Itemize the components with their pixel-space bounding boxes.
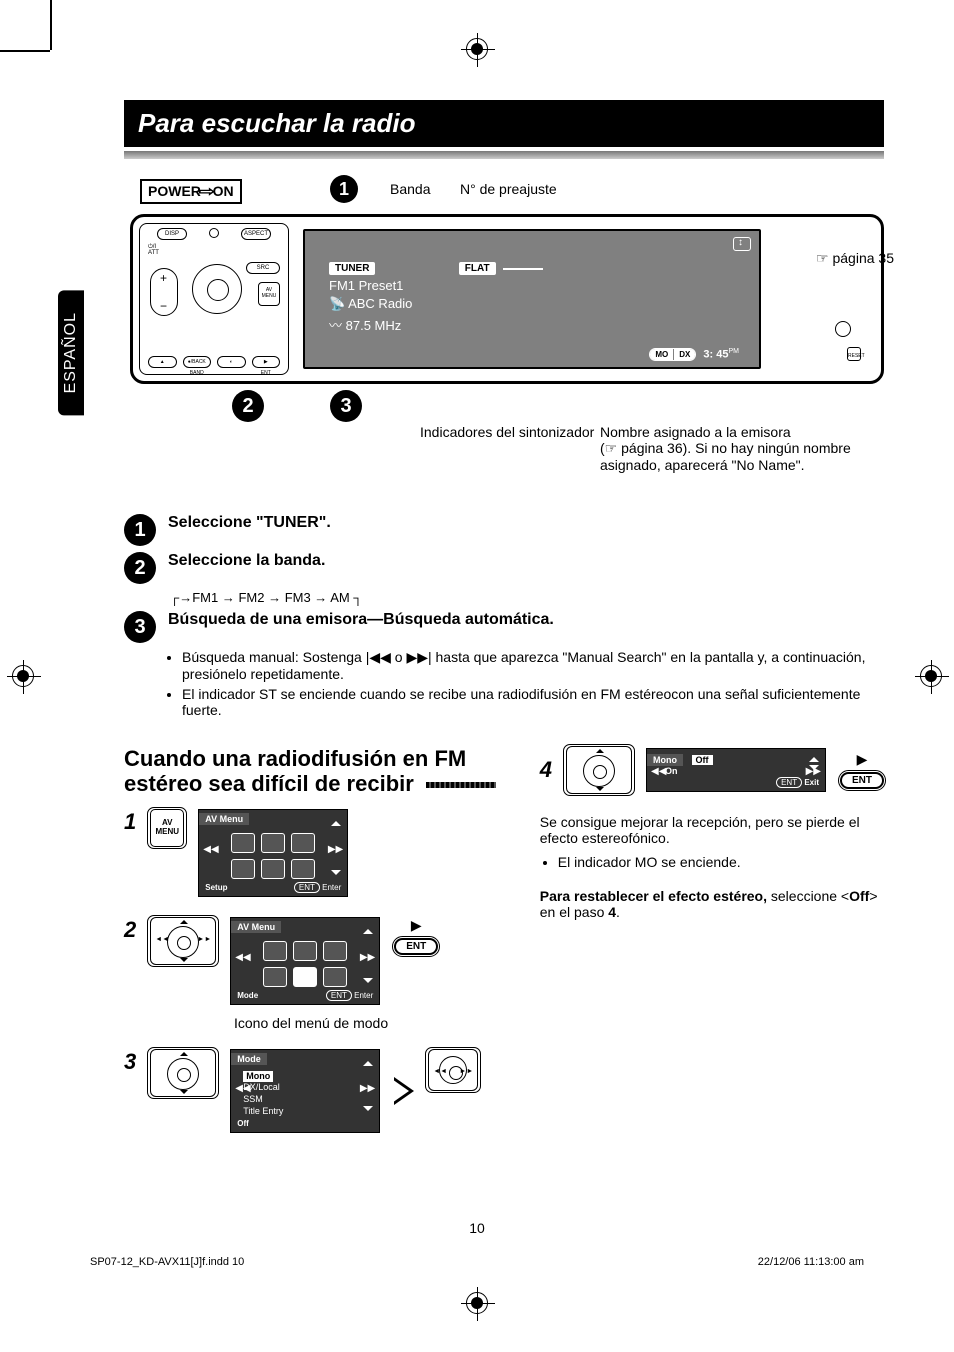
mono-menu-panel: Mono ◀◀ Off On ▶▶ ENT Exit xyxy=(646,748,826,792)
mode-menu-panel: Mode ◀◀ Mono DX/Local SSM Title Entry ▶▶… xyxy=(230,1049,380,1134)
language-tab: ESPAÑOL xyxy=(58,290,84,415)
av-menu-panel: AV Menu ◀◀ ▶▶ SetupENT Enter xyxy=(198,809,348,897)
tilt-icon xyxy=(733,237,751,251)
ent-button: ENT xyxy=(394,938,438,955)
device-display: TUNER FLAT FM1 Preset1 📡 ABC Radio 〰 87.… xyxy=(303,229,761,369)
display-eq-pill: FLAT xyxy=(459,262,496,275)
dpad-control-icon: ◄◄►► xyxy=(428,1049,478,1091)
crop-mark xyxy=(50,0,52,50)
step-number-1: 1 xyxy=(124,514,156,546)
substep-number-4: 4 xyxy=(540,757,552,783)
dpad-control-icon xyxy=(566,746,632,794)
crop-mark xyxy=(0,50,50,52)
device-control-panel: DISP ASPECT ⏻/IATT SRC AVMENU ▲●/BACKBAN… xyxy=(139,223,289,375)
arrow-icon xyxy=(394,1077,414,1105)
dpad-control-icon: ◄◄►► xyxy=(150,917,216,965)
step-3-bullet-1: Búsqueda manual: Sostenga |◀◀ o ▶▶| hast… xyxy=(182,649,884,682)
registration-mark xyxy=(466,38,488,60)
callout-tuner-indicators: Indicadores del sintonizador xyxy=(420,424,594,440)
display-status-row: MODX 3: 45PM xyxy=(649,348,739,361)
av-menu-panel-mode: AV Menu ◀◀ ▶▶ ModeENT Enter xyxy=(230,917,380,1005)
registration-mark xyxy=(12,665,34,687)
restore-stereo-text: Para restablecer el efecto estéreo, sele… xyxy=(540,888,884,920)
device-right-panel: RESET xyxy=(781,227,871,371)
page-number: 10 xyxy=(469,1220,485,1236)
footer-timestamp: 22/12/06 11:13:00 am xyxy=(758,1256,864,1268)
band-cycle: ┌→FM1 → FM2 → FM3 → AM ┐ xyxy=(170,590,884,605)
step-1-text: Seleccione "TUNER". xyxy=(168,514,331,531)
step-number-3: 3 xyxy=(124,611,156,643)
substep-number-2: 2 xyxy=(124,917,136,943)
registration-mark xyxy=(466,1292,488,1314)
av-menu-button-icon: AVMENU xyxy=(150,809,184,847)
page-ref-35: ☞ página 35 xyxy=(816,250,894,267)
display-band-preset: FM1 Preset1 xyxy=(329,278,735,293)
dpad-control-icon xyxy=(150,1049,216,1097)
display-frequency: 〰 87.5 MHz xyxy=(329,315,735,334)
display-station-name: 📡 ABC Radio xyxy=(329,296,735,312)
callout-number-1: 1 xyxy=(330,175,358,203)
mode-icon-caption: Icono del menú de modo xyxy=(234,1015,510,1031)
power-on-label: POWER⇨ON xyxy=(140,179,242,204)
step-3-text: Búsqueda de una emisora—Búsqueda automát… xyxy=(168,611,554,628)
display-source-pill: TUNER xyxy=(329,262,375,275)
subsection-heading: Cuando una radiodifusión en FM estéreo s… xyxy=(124,746,510,797)
registration-mark xyxy=(920,665,942,687)
callout-label-preset: N° de preajuste xyxy=(460,181,557,197)
result-text: Se consigue mejorar la recepción, pero s… xyxy=(540,814,884,846)
device-faceplate: DISP ASPECT ⏻/IATT SRC AVMENU ▲●/BACKBAN… xyxy=(130,214,884,384)
callout-label-band: Banda xyxy=(390,181,430,197)
title-underline xyxy=(124,151,884,159)
result-bullet: El indicador MO se enciende. xyxy=(558,854,884,870)
step-2-text: Seleccione la banda. xyxy=(168,552,325,569)
ent-button: ENT xyxy=(840,772,884,789)
substep-number-1: 1 xyxy=(124,809,136,835)
substep-number-3: 3 xyxy=(124,1049,136,1075)
callout-station-name: Nombre asignado a la emisora (☞ página 3… xyxy=(600,424,900,473)
step-number-2: 2 xyxy=(124,552,156,584)
page-title: Para escuchar la radio xyxy=(124,100,884,147)
footer-file: SP07-12_KD-AVX11[J]f.indd 10 xyxy=(90,1256,244,1268)
step-3-bullet-2: El indicador ST se enciende cuando se re… xyxy=(182,686,884,718)
